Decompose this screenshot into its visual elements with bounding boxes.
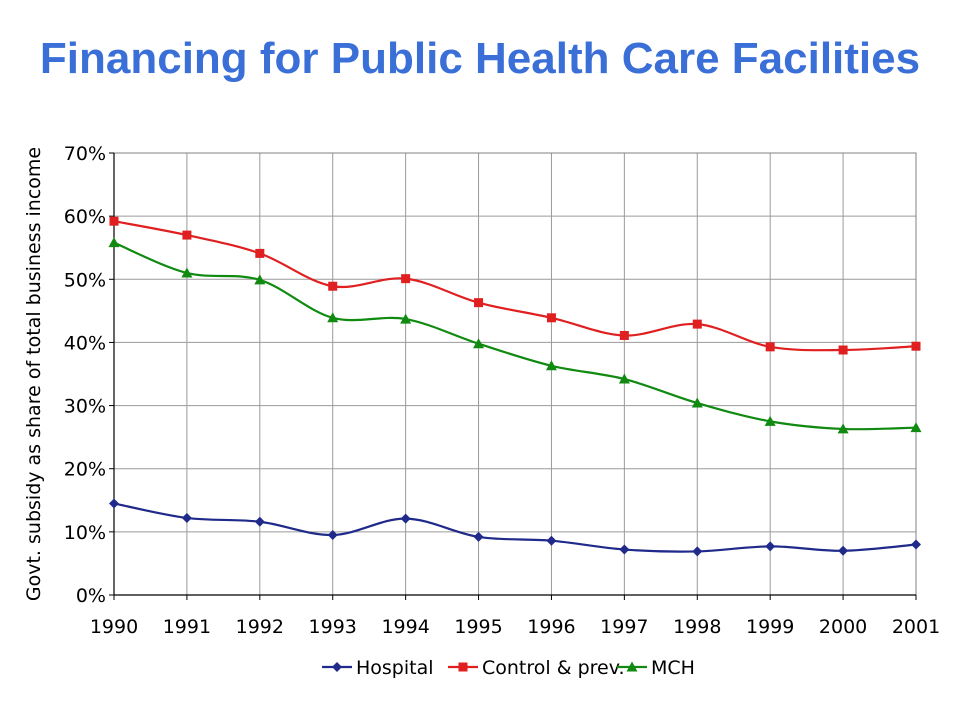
chart-title: Financing for Public Health Care Facilit…: [39, 34, 921, 83]
data-point: [255, 248, 265, 258]
y-tick-label: 60%: [64, 206, 106, 228]
legend: Hospital Control & prev. MCH: [322, 657, 695, 679]
data-point: [109, 498, 119, 509]
y-tick-label: 20%: [64, 459, 106, 481]
data-point: [473, 338, 485, 349]
y-tick-label: 70%: [64, 143, 106, 165]
data-point: [619, 330, 629, 340]
data-point: [764, 415, 776, 426]
x-tick-label: 1991: [163, 616, 211, 638]
y-tick-label: 10%: [64, 522, 106, 544]
legend-label: Hospital: [356, 657, 434, 679]
data-point: [910, 422, 922, 433]
y-tick-label: 50%: [64, 269, 106, 291]
data-point: [108, 237, 120, 248]
data-point: [328, 281, 338, 291]
series-0: [109, 498, 921, 557]
legend-marker: [626, 661, 638, 672]
plot-area: [113, 152, 917, 596]
data-point: [327, 312, 339, 323]
data-point: [545, 360, 557, 371]
series-1: [109, 216, 921, 355]
grid-lines: [113, 152, 917, 596]
x-tick-label: 1997: [600, 616, 648, 638]
data-point: [546, 535, 557, 546]
data-point: [474, 298, 484, 308]
legend-item: Control & prev.: [448, 657, 625, 679]
series-line: [113, 502, 917, 553]
x-tick-label: 1992: [236, 616, 284, 638]
data-point: [473, 531, 484, 542]
x-tick-label: 1994: [381, 616, 429, 638]
series-group: [108, 216, 922, 557]
legend-label: MCH: [651, 657, 695, 679]
data-point: [400, 513, 411, 524]
x-tick-label: 2001: [892, 616, 940, 638]
legend-marker: [458, 662, 468, 672]
y-axis-label: Govt. subsidy as share of total business…: [23, 147, 45, 601]
series-2: [108, 237, 922, 434]
data-point: [837, 423, 849, 434]
y-tick-label: 0%: [76, 585, 106, 607]
data-point: [911, 539, 921, 550]
data-point: [691, 397, 703, 408]
data-point: [401, 274, 411, 284]
y-tick-label: 30%: [64, 396, 106, 418]
x-tick-label: 1998: [673, 616, 721, 638]
data-point: [692, 319, 702, 329]
x-tick-label: 1999: [746, 616, 794, 638]
data-point: [254, 516, 265, 527]
data-point: [618, 373, 630, 384]
data-point: [181, 267, 193, 278]
data-point: [838, 345, 848, 355]
y-tick-labels: 0% 10% 20% 30% 40% 50% 60% 70%: [64, 143, 114, 607]
x-tick-label: 1993: [309, 616, 357, 638]
data-point: [911, 341, 921, 351]
y-tick-label: 40%: [64, 332, 106, 354]
x-tick-labels: 1990 1991 1992 1993 1994 1995 1996 1997 1998 1999…: [90, 595, 940, 638]
data-point: [327, 530, 338, 541]
series-line: [113, 241, 917, 431]
data-point: [181, 512, 192, 523]
data-point: [765, 342, 775, 352]
x-tick-label: 1996: [527, 616, 575, 638]
legend-item: Hospital: [322, 657, 434, 679]
data-point: [692, 546, 703, 557]
data-point: [838, 545, 849, 556]
data-point: [254, 274, 266, 285]
legend-label: Control & prev.: [482, 657, 625, 679]
data-point: [109, 216, 119, 226]
data-point: [182, 230, 192, 240]
data-point: [546, 313, 556, 323]
data-point: [765, 541, 776, 552]
x-tick-label: 1995: [454, 616, 502, 638]
x-tick-label: 1990: [90, 616, 138, 638]
series-line: [113, 220, 917, 352]
data-point: [619, 544, 630, 555]
legend-marker: [332, 662, 342, 672]
data-point: [400, 313, 412, 324]
x-tick-label: 2000: [819, 616, 867, 638]
axes: [113, 152, 917, 596]
legend-item: MCH: [617, 657, 695, 679]
